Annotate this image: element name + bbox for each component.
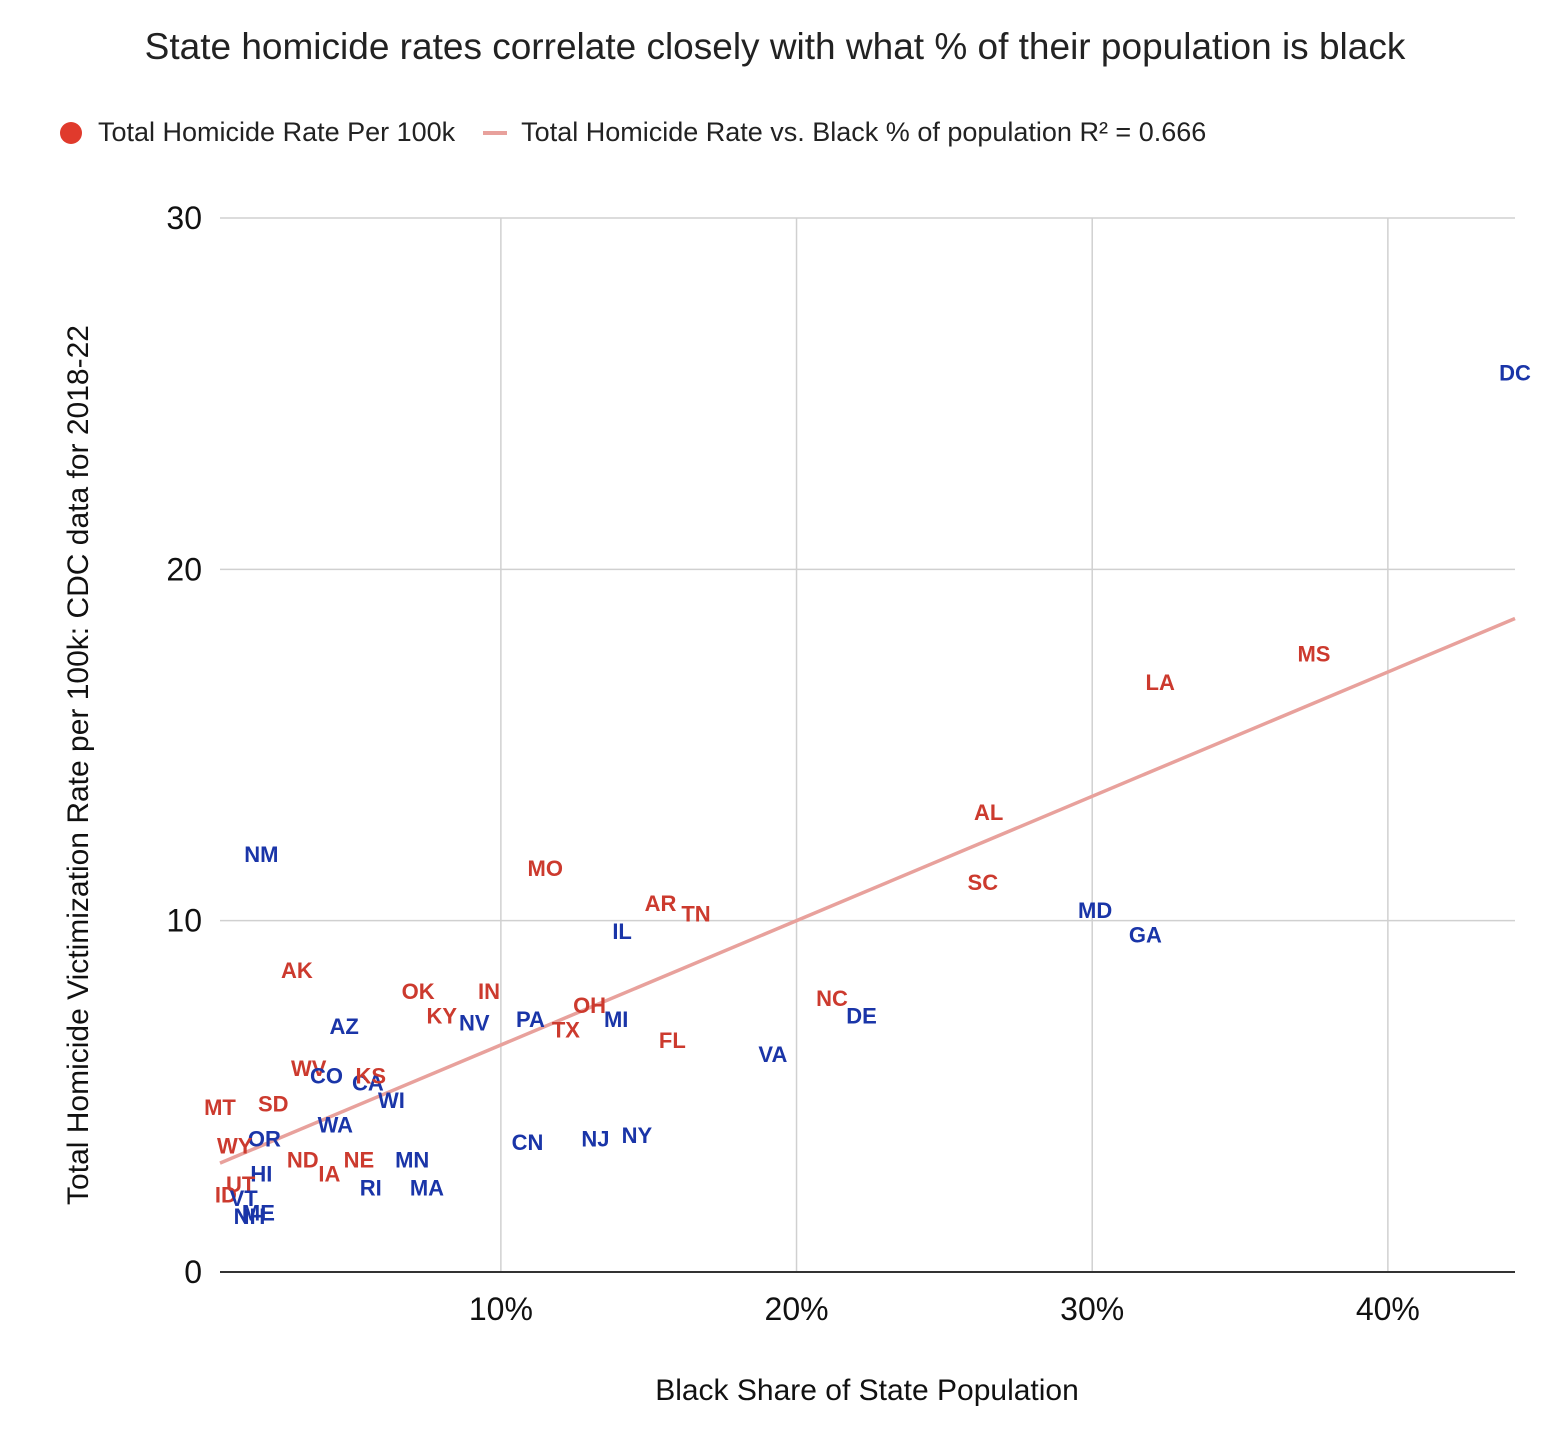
point-label-la: LA: [1146, 670, 1175, 695]
point-label-cn: CN: [512, 1130, 544, 1155]
point-label-ar: AR: [645, 891, 677, 916]
point-label-ak: AK: [281, 958, 313, 983]
legend-label-trendline: Total Homicide Rate vs. Black % of popul…: [521, 117, 1207, 147]
legend-item-trendline: Total Homicide Rate vs. Black % of popul…: [483, 117, 1206, 148]
chart-title: State homicide rates correlate closely w…: [144, 26, 1406, 67]
point-label-nv: NV: [459, 1011, 490, 1036]
point-label-ky: KY: [426, 1004, 457, 1029]
legend-line-icon: [483, 130, 508, 135]
point-label-dc: DC: [1499, 361, 1531, 386]
point-label-ia: IA: [318, 1162, 340, 1187]
point-label-ms: MS: [1297, 642, 1330, 667]
point-label-me: ME: [242, 1200, 275, 1225]
point-label-va: VA: [758, 1042, 787, 1067]
point-label-tn: TN: [681, 902, 710, 927]
y-tick-label: 0: [184, 1254, 202, 1290]
point-label-in: IN: [478, 979, 500, 1004]
gridlines: [220, 217, 1515, 1272]
point-label-ca: CA: [352, 1070, 384, 1095]
point-label-nc: NC: [816, 986, 848, 1011]
y-axis-label: Total Homicide Victimization Rate per 10…: [62, 325, 95, 1205]
point-label-sc: SC: [968, 870, 999, 895]
legend-dot-icon: [60, 121, 82, 144]
point-label-ny: NY: [622, 1123, 653, 1148]
point-label-hi: HI: [250, 1162, 272, 1187]
point-label-nh: NH: [234, 1204, 266, 1229]
point-label-mt: MT: [204, 1095, 236, 1120]
point-label-tx: TX: [552, 1018, 580, 1043]
legend-item-homicide-rate: Total Homicide Rate Per 100k: [60, 117, 455, 148]
point-label-oh: OH: [573, 993, 606, 1018]
point-label-wy: WY: [217, 1134, 253, 1159]
point-label-wv: WV: [291, 1056, 327, 1081]
point-label-co: CO: [310, 1063, 343, 1088]
x-tick-label: 10%: [469, 1291, 533, 1327]
point-label-ks: KS: [356, 1063, 387, 1088]
data-points: DC MS LA AL SC MD GA NM MO AR TN IL AK OK IN KY NV PA OHTX…: [204, 361, 1531, 1229]
x-axis-label: Black Share of State Population: [655, 1374, 1079, 1407]
point-label-md: MD: [1078, 898, 1112, 923]
point-label-al: AL: [974, 800, 1003, 825]
point-label-ut: UT: [226, 1172, 256, 1197]
point-label-wi: WI: [378, 1088, 405, 1113]
point-label-fl: FL: [659, 1028, 686, 1053]
point-label-nm: NM: [244, 842, 278, 867]
point-label-az: AZ: [330, 1014, 359, 1039]
point-label-pa: PA: [516, 1007, 545, 1032]
trendline-layer: [219, 616, 1516, 1165]
point-label-ri: RI: [360, 1176, 382, 1201]
point-label-ga: GA: [1129, 923, 1162, 948]
legend-label-homicide-rate: Total Homicide Rate Per 100k: [98, 117, 456, 147]
point-label-sd: SD: [258, 1091, 289, 1116]
point-label-mi: MI: [604, 1007, 628, 1032]
point-label-il: IL: [612, 919, 632, 944]
y-tick-label: 30: [166, 200, 202, 236]
x-tick-label: 30%: [1060, 1291, 1124, 1327]
point-label-ne: NE: [344, 1148, 375, 1173]
point-label-mo: MO: [528, 856, 563, 881]
point-label-ma: MA: [410, 1176, 444, 1201]
point-label-or: OR: [248, 1126, 281, 1151]
chart-legend: Total Homicide Rate Per 100k Total Homic…: [60, 117, 1234, 148]
axis-ticks: 0 10 20 30 10% 20% 30% 40%: [166, 200, 1515, 1327]
trendline: [219, 616, 1516, 1165]
y-tick-label: 20: [166, 551, 202, 587]
point-label-ok: OK: [402, 979, 435, 1004]
point-label-mn: MN: [395, 1148, 429, 1173]
point-label-nd: ND: [287, 1148, 319, 1173]
x-tick-label: 40%: [1356, 1291, 1420, 1327]
point-label-nj: NJ: [581, 1126, 609, 1151]
x-tick-label: 20%: [765, 1291, 829, 1327]
point-label-id: ID: [215, 1183, 237, 1208]
point-label-de: DE: [846, 1004, 877, 1029]
point-label-vt: VT: [230, 1186, 259, 1211]
y-tick-label: 10: [166, 903, 202, 939]
point-label-wa: WA: [318, 1112, 354, 1137]
